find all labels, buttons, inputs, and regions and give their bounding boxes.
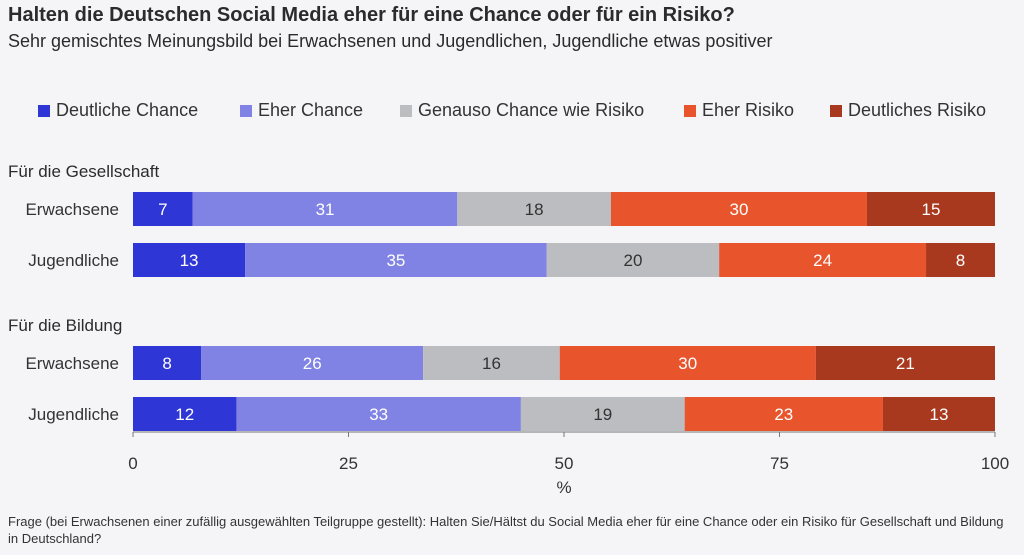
bar-segment [610,192,867,226]
bar-segment [719,243,927,277]
legend-swatch [400,104,412,117]
bar-segment [546,243,720,277]
group-label: Für die Gesellschaft [8,162,159,181]
x-tick-label: 75 [770,454,789,473]
legend-label: Eher Risiko [702,100,795,120]
legend-label: Genauso Chance wie Risiko [418,100,645,120]
data-label: 23 [774,405,793,424]
footnote: Frage (bei Erwachsenen einer zufällig au… [8,514,1004,546]
group-label: Für die Bildung [8,316,122,335]
bar-segment [133,243,246,277]
data-label: 18 [525,200,544,219]
data-label: 33 [369,405,388,424]
bar-segment [133,346,202,380]
x-tick-label: 0 [128,454,137,473]
bar-segment [133,397,237,431]
bar-segment [882,397,995,431]
chart-subtitle: Sehr gemischtes Meinungsbild bei Erwachs… [8,31,773,51]
bar-segment [866,192,995,226]
legend-label: Eher Chance [258,100,364,120]
data-label: 24 [813,251,832,270]
data-label: 31 [316,200,335,219]
bar-segment [815,346,995,380]
row-label: Erwachsene [25,354,119,373]
legend-swatch [38,104,50,117]
legend-item-deutliche-chance: Deutliche Chance [38,100,198,121]
legend-item-deutliches-risiko: Deutliches Risiko [830,100,986,121]
bar-segment [192,192,458,226]
x-tick-label: 25 [339,454,358,473]
bar-segment [133,192,193,226]
data-label: 30 [678,354,697,373]
bar-segment [520,397,685,431]
data-label: 13 [930,405,949,424]
data-label: 20 [623,251,642,270]
bar-segment [236,397,521,431]
legend-item-eher-chance: Eher Chance [240,100,363,121]
legend-label: Deutliches Risiko [848,100,987,120]
row-label: Jugendliche [28,405,119,424]
legend-swatch [684,104,696,117]
data-label: 7 [158,200,167,219]
legend-label: Deutliche Chance [56,100,199,120]
legend-swatch [830,104,842,117]
bar-segment [245,243,547,277]
x-axis-label: % [556,478,571,497]
data-label: 16 [482,354,501,373]
legend-swatch [240,104,252,117]
bar-segment [201,346,424,380]
data-label: 35 [386,251,405,270]
x-tick-label: 100 [981,454,1009,473]
data-label: 8 [956,251,965,270]
row-label: Erwachsene [25,200,119,219]
data-label: 13 [180,251,199,270]
legend-item-eher-risiko: Eher Risiko [684,100,794,121]
data-label: 19 [593,405,612,424]
data-label: 21 [896,354,915,373]
data-label: 12 [175,405,194,424]
bar-segment [684,397,883,431]
bar-segment [926,243,995,277]
data-label: 30 [729,200,748,219]
row-label: Jugendliche [28,251,119,270]
legend-item-genauso: Genauso Chance wie Risiko [400,100,644,121]
bar-segment [559,346,816,380]
bar-segment [457,192,611,226]
data-label: 8 [162,354,171,373]
chart-title: Halten die Deutschen Social Media eher f… [8,4,735,26]
data-label: 15 [922,200,941,219]
bar-segment [423,346,560,380]
data-label: 26 [303,354,322,373]
x-tick-label: 50 [555,454,574,473]
